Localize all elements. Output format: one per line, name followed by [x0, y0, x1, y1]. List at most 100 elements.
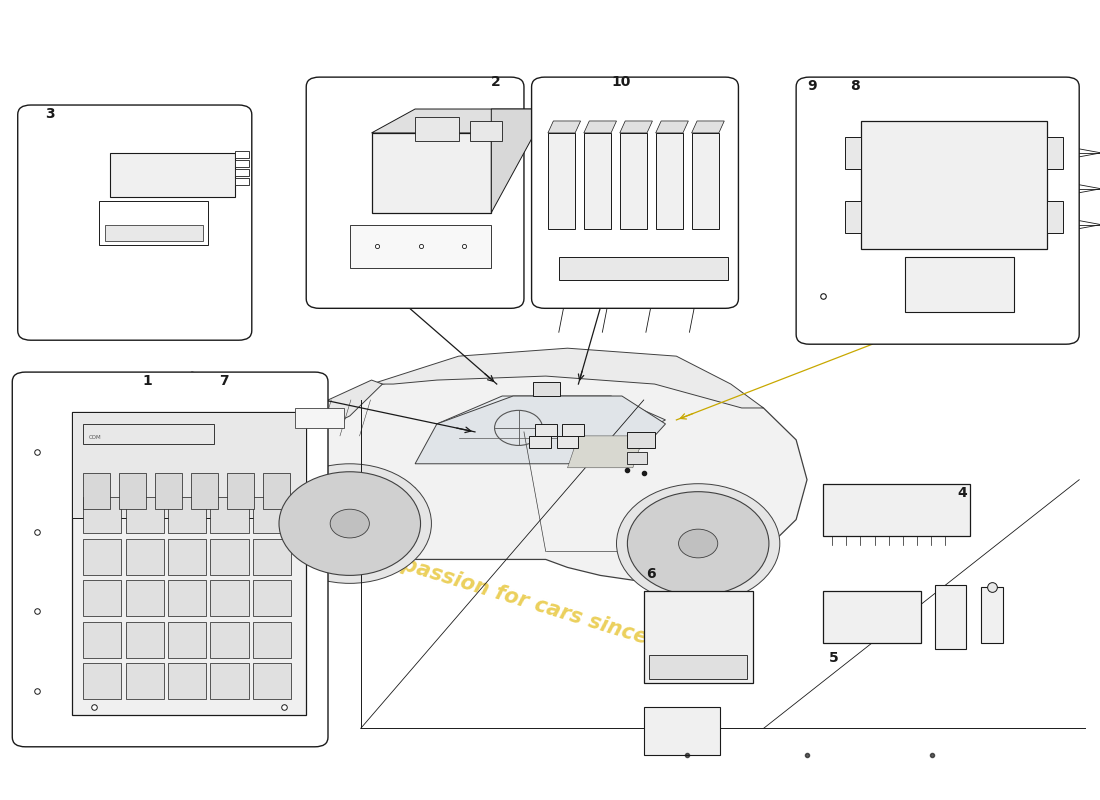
Bar [649, 655, 747, 679]
FancyBboxPatch shape [306, 77, 524, 308]
Bar [845, 137, 861, 169]
Polygon shape [285, 360, 807, 583]
Bar [935, 585, 966, 649]
Polygon shape [285, 380, 383, 448]
Polygon shape [437, 396, 666, 436]
Text: 6: 6 [646, 567, 656, 581]
Bar [981, 587, 1003, 643]
Bar [82, 424, 213, 444]
Bar [824, 484, 970, 535]
Bar [125, 622, 164, 658]
Bar [584, 133, 612, 229]
FancyBboxPatch shape [796, 77, 1079, 344]
Bar [470, 121, 503, 141]
Bar [210, 663, 249, 699]
Bar [82, 622, 121, 658]
Text: a passion for cars since 1961: a passion for cars since 1961 [379, 548, 713, 667]
Text: 1: 1 [143, 374, 153, 388]
Bar [125, 663, 164, 699]
Text: 3: 3 [45, 107, 55, 121]
Text: 9: 9 [807, 79, 816, 93]
Bar [119, 473, 146, 509]
Text: 5: 5 [828, 651, 838, 665]
Bar [535, 424, 557, 436]
Bar [861, 121, 1046, 249]
Bar [82, 663, 121, 699]
Bar [845, 201, 861, 233]
Bar [210, 538, 249, 574]
Circle shape [268, 464, 431, 583]
Bar [168, 580, 206, 616]
Bar [644, 591, 752, 683]
Circle shape [616, 484, 780, 603]
Bar [168, 498, 206, 533]
Bar [372, 133, 492, 213]
Bar [532, 382, 560, 396]
Bar [210, 580, 249, 616]
Polygon shape [372, 348, 763, 408]
Bar [644, 707, 719, 754]
Bar [295, 408, 344, 428]
Circle shape [330, 510, 370, 538]
Polygon shape [656, 121, 689, 133]
Bar [227, 473, 254, 509]
Bar [110, 153, 235, 197]
Polygon shape [492, 109, 535, 213]
Circle shape [679, 529, 718, 558]
Circle shape [627, 492, 769, 595]
Bar [155, 473, 183, 509]
Bar [168, 622, 206, 658]
Bar [415, 117, 459, 141]
Bar [627, 432, 654, 448]
FancyBboxPatch shape [12, 372, 328, 746]
Polygon shape [584, 121, 616, 133]
Bar [619, 133, 647, 229]
Polygon shape [568, 436, 644, 468]
Bar [235, 169, 249, 176]
Bar [82, 580, 121, 616]
FancyBboxPatch shape [531, 77, 738, 308]
Bar [125, 580, 164, 616]
Bar [99, 201, 208, 245]
Bar [253, 498, 292, 533]
Text: 8: 8 [850, 79, 860, 93]
Polygon shape [372, 109, 535, 133]
Polygon shape [548, 121, 581, 133]
Bar [350, 225, 492, 269]
Bar [104, 225, 202, 241]
Bar [1046, 201, 1063, 233]
Bar [1046, 137, 1063, 169]
Polygon shape [350, 480, 415, 512]
Bar [73, 412, 306, 715]
Bar [210, 498, 249, 533]
Bar [905, 257, 1014, 312]
Bar [235, 178, 249, 185]
Bar [253, 580, 292, 616]
Bar [125, 538, 164, 574]
Text: 7: 7 [219, 374, 229, 388]
Bar [168, 663, 206, 699]
Bar [235, 160, 249, 167]
Bar [253, 538, 292, 574]
Text: 2: 2 [492, 75, 502, 89]
Bar [557, 436, 579, 448]
Text: COM: COM [88, 435, 101, 440]
Text: 4: 4 [957, 486, 967, 500]
FancyBboxPatch shape [18, 105, 252, 340]
Bar [73, 412, 306, 518]
Bar [235, 151, 249, 158]
Bar [253, 622, 292, 658]
Polygon shape [692, 121, 724, 133]
Polygon shape [415, 396, 666, 464]
Bar [656, 133, 683, 229]
Bar [548, 133, 575, 229]
Bar [562, 424, 584, 436]
Bar [263, 473, 290, 509]
Polygon shape [619, 121, 652, 133]
Bar [210, 622, 249, 658]
Bar [559, 257, 727, 281]
Bar [82, 498, 121, 533]
Text: 10: 10 [612, 75, 630, 89]
Bar [529, 436, 551, 448]
Circle shape [279, 472, 420, 575]
